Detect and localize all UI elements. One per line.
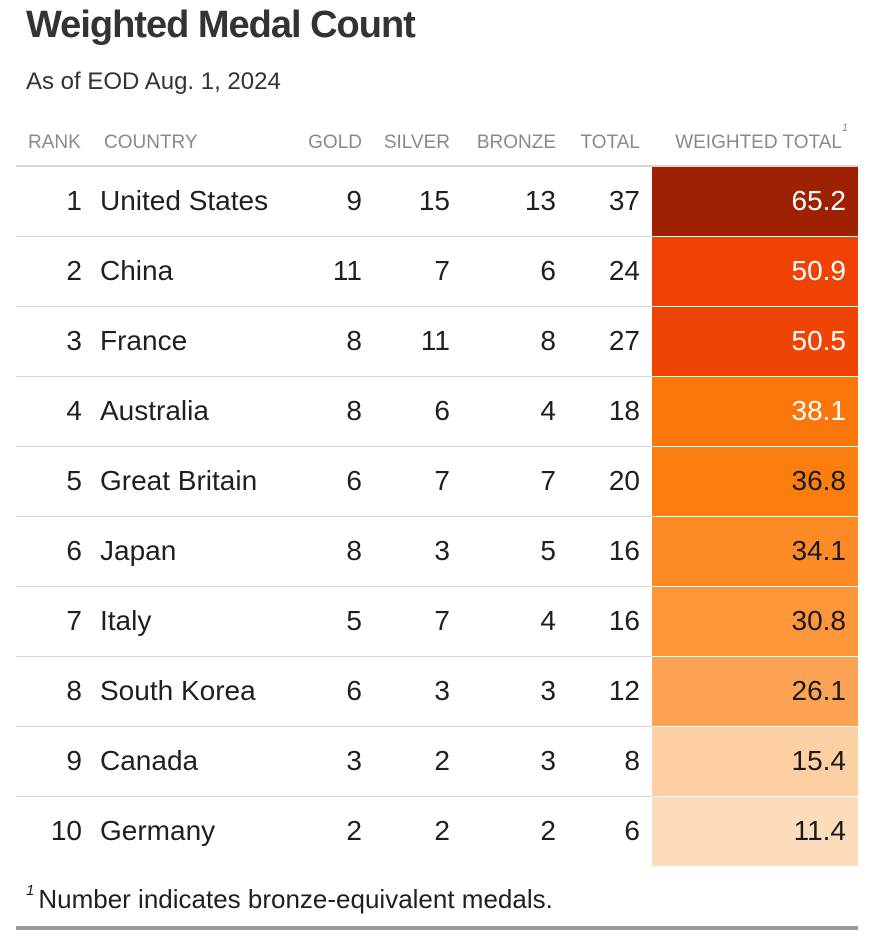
cell-rank: 7: [16, 586, 86, 657]
cell-rank: 1: [16, 166, 86, 237]
cell-silver: 3: [362, 516, 450, 587]
medal-table: RANK COUNTRY GOLD SILVER BRONZE TOTAL WE…: [16, 120, 858, 866]
cell-gold: 11: [296, 236, 362, 307]
cell-total: 16: [556, 516, 652, 587]
cell-rank: 3: [16, 306, 86, 377]
table-row: 10 Germany 2 2 2 6 11.4: [16, 796, 858, 866]
cell-weighted-total: 30.8: [652, 586, 858, 657]
footnote-text: Number indicates bronze-equivalent medal…: [38, 884, 553, 914]
cell-total: 37: [556, 166, 652, 237]
cell-silver: 2: [434, 815, 450, 847]
cell-weighted-total: 38.1: [652, 376, 858, 447]
cell-gold: 8: [296, 306, 362, 377]
cell-rank: 10: [50, 815, 82, 847]
cell-country: United States: [86, 166, 296, 237]
chart-subtitle: As of EOD Aug. 1, 2024: [26, 68, 281, 95]
cell-silver: 2: [362, 726, 450, 797]
cell-total: 20: [556, 446, 652, 517]
cell-total: 12: [556, 656, 652, 727]
cell-country: Australia: [86, 376, 296, 447]
cell-rank: 5: [16, 446, 86, 517]
header-weighted-total-label: WEIGHTED TOTAL: [675, 131, 842, 153]
cell-country: Japan: [86, 516, 296, 587]
header-total: TOTAL: [556, 120, 652, 167]
cell-silver: 3: [362, 656, 450, 727]
cell-bronze: 6: [450, 236, 556, 307]
table-row: 3 France 8 11 8 27 50.5: [16, 306, 858, 377]
cell-weighted-total: 34.1: [652, 516, 858, 587]
header-footnote-marker: 1: [841, 122, 848, 134]
bottom-rule: [16, 926, 858, 930]
table-row: 8 South Korea 6 3 3 12 26.1: [16, 656, 858, 727]
cell-gold: 5: [296, 586, 362, 657]
cell-rank: 6: [16, 516, 86, 587]
cell-weighted-total: 15.4: [652, 726, 858, 797]
cell-country: China: [86, 236, 296, 307]
table-row: 6 Japan 8 3 5 16 34.1: [16, 516, 858, 587]
cell-total: 6: [624, 815, 640, 847]
cell-total: 18: [556, 376, 652, 447]
table-row: 5 Great Britain 6 7 7 20 36.8: [16, 446, 858, 517]
cell-bronze: 4: [450, 376, 556, 447]
cell-silver: 15: [362, 166, 450, 237]
cell-bronze: 5: [450, 516, 556, 587]
cell-rank: 8: [16, 656, 86, 727]
cell-gold: 6: [296, 446, 362, 517]
cell-bronze: 3: [450, 656, 556, 727]
header-country: COUNTRY: [86, 120, 296, 167]
header-weighted-total: WEIGHTED TOTAL 1: [652, 120, 858, 167]
header-bronze: BRONZE: [450, 120, 556, 167]
cell-country: Great Britain: [86, 446, 296, 517]
cell-weighted-total: 36.8: [652, 446, 858, 517]
cell-bronze: 2: [540, 815, 556, 847]
cell-rank: 9: [16, 726, 86, 797]
cell-gold: 9: [296, 166, 362, 237]
cell-country: Germany: [100, 815, 216, 847]
header-row: RANK COUNTRY GOLD SILVER BRONZE TOTAL WE…: [16, 120, 858, 167]
cell-silver: 7: [362, 236, 450, 307]
cell-bronze: 8: [450, 306, 556, 377]
table-row: 7 Italy 5 7 4 16 30.8: [16, 586, 858, 657]
cell-silver: 7: [362, 446, 450, 517]
footnote: 1 Number indicates bronze-equivalent meda…: [26, 882, 553, 915]
cell-bronze: 13: [450, 166, 556, 237]
header-silver: SILVER: [362, 120, 450, 167]
cell-total: 8: [556, 726, 652, 797]
cell-weighted-total: 50.9: [652, 236, 858, 307]
cell-gold: 8: [296, 516, 362, 587]
header-rank: RANK: [16, 120, 86, 167]
cell-silver: 7: [362, 586, 450, 657]
table-body: 1 United States 9 15 13 37 65.2 2 China 11 7 6 24 50.…: [16, 166, 858, 866]
cell-country: France: [86, 306, 296, 377]
table-row: 4 Australia 8 6 4 18 38.1: [16, 376, 858, 447]
cell-gold: 6: [296, 656, 362, 727]
table-row: 2 China 11 7 6 24 50.9: [16, 236, 858, 307]
cell-silver: 6: [362, 376, 450, 447]
header-gold: GOLD: [296, 120, 362, 167]
cell-gold: 3: [296, 726, 362, 797]
cell-gold: 8: [296, 376, 362, 447]
cell-rank: 4: [16, 376, 86, 447]
cell-bronze: 3: [450, 726, 556, 797]
cell-country: Canada: [86, 726, 296, 797]
cell-weighted-total: 65.2: [652, 166, 858, 237]
cell-weighted-total: 50.5: [652, 306, 858, 377]
cell-total: 27: [556, 306, 652, 377]
table-row: 9 Canada 3 2 3 8 15.4: [16, 726, 858, 797]
cell-silver: 11: [362, 306, 450, 377]
cell-weighted-total: 26.1: [652, 656, 858, 727]
cell-country: South Korea: [86, 656, 296, 727]
cell-country: Italy: [86, 586, 296, 657]
footnote-marker: 1: [26, 882, 35, 899]
chart-title: Weighted Medal Count: [26, 4, 416, 46]
cell-total: 16: [556, 586, 652, 657]
table-row: 1 United States 9 15 13 37 65.2: [16, 166, 858, 237]
cell-bronze: 7: [450, 446, 556, 517]
cell-rank: 2: [16, 236, 86, 307]
cell-bronze: 4: [450, 586, 556, 657]
cell-weighted-total: 11.4: [652, 796, 858, 866]
cell-gold: 2: [346, 815, 362, 847]
cell-total: 24: [556, 236, 652, 307]
